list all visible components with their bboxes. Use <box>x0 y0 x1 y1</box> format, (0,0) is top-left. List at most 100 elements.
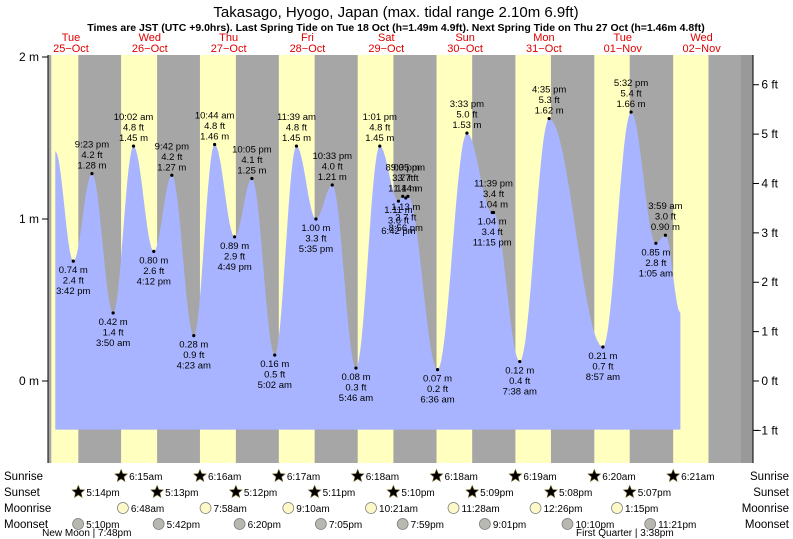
tide-point <box>547 116 551 121</box>
moonset-time-label: 7:59pm <box>411 520 444 531</box>
moonset-time-label: 11:21pm <box>658 520 696 531</box>
chart-subtitle: Times are JST (UTC +9.0hrs). Last Spring… <box>87 22 704 34</box>
moonset-moon-icon <box>479 518 491 530</box>
sunset-star-icon <box>622 484 637 498</box>
tide-label-group: 0.74 m2.4 ft3:42 pm9:23 pm4.2 ft1.28 m0.… <box>56 78 683 406</box>
day-name-label: Thu <box>219 32 238 44</box>
tide-point <box>233 235 237 239</box>
sunrise-star-icon <box>429 468 444 482</box>
tide-label: 5:02 am <box>258 380 292 391</box>
sunrise-time-label: 6:18am <box>445 472 478 483</box>
tide-point <box>654 241 658 245</box>
tide-label: 1.14 m <box>388 183 417 194</box>
moonset-time-label: 5:10pm <box>86 520 119 531</box>
moonset-moon-icon <box>152 518 165 530</box>
tide-point <box>330 183 334 187</box>
chart-title: Takasago, Hyogo, Japan (max. tidal range… <box>213 4 578 21</box>
tide-label: 6:42 pm <box>381 226 415 237</box>
tide-label: 0.42 m <box>99 317 128 328</box>
tide-label: 1.00 m <box>301 223 330 234</box>
tide-point <box>354 366 358 370</box>
astro-row-label-right: Sunset <box>753 487 790 499</box>
astro-row-label-left: Sunset <box>4 487 41 499</box>
tide-label: 8:56 pm <box>389 223 423 234</box>
sunrise-star-icon <box>350 468 365 482</box>
sunset-time-label: 5:12pm <box>244 488 277 499</box>
sunset-star-icon <box>544 484 558 498</box>
moonset-time-label: 9:01pm <box>493 520 526 531</box>
sunset-time-label: 5:13pm <box>165 488 198 499</box>
moonrise-time-label: 7:58am <box>214 504 247 515</box>
tide-label: 7:38 am <box>503 387 537 398</box>
moonset-moon-icon <box>315 518 327 530</box>
tide-label: 0.4 ft <box>509 376 530 387</box>
day-name-label: Tue <box>613 32 632 44</box>
tide-label: 3:50 am <box>96 338 130 349</box>
sunset-time-label: 5:08pm <box>559 488 592 499</box>
day-date-label: 29−Oct <box>368 43 404 55</box>
right-tick-label: 0 ft <box>761 374 778 388</box>
tide-label: 1.66 m <box>617 99 646 110</box>
sunrise-time-label: 6:15am <box>129 472 162 483</box>
tide-label: 4.8 ft <box>123 123 144 134</box>
tide-label: 1.04 m <box>479 200 508 211</box>
moonrise-moon-icon <box>611 502 623 514</box>
tide-point <box>518 359 522 364</box>
sunrise-time-label: 6:16am <box>208 472 241 483</box>
left-tick-label: 0 m <box>19 374 39 388</box>
night-band <box>708 55 741 463</box>
tide-point <box>601 345 605 349</box>
day-date-label: 01−Nov <box>604 43 643 55</box>
tide-label: 2.8 ft <box>645 258 666 269</box>
tide-label: 0.85 m <box>641 247 670 258</box>
tide-label: 1.62 m <box>535 106 564 117</box>
tide-point <box>90 172 94 176</box>
day-date-label: 31−Oct <box>526 43 562 55</box>
right-tick-label: 2 ft <box>761 275 778 289</box>
tide-label: 1.21 m <box>318 172 347 183</box>
tide-area-group <box>55 112 681 430</box>
tide-label: 0.5 ft <box>264 370 285 381</box>
tide-label: 3.3 ft <box>305 234 326 245</box>
moonrise-moon-icon <box>365 502 377 514</box>
sunrise-star-icon <box>666 468 681 482</box>
tide-label: 4:49 pm <box>217 262 251 273</box>
tide-label: 3.7 ft <box>395 212 416 223</box>
tide-point <box>465 131 469 135</box>
tide-label: 4:12 pm <box>137 276 171 287</box>
moonset-time-label: 5:42pm <box>167 520 200 531</box>
tide-point <box>213 142 217 147</box>
astro-row-label-right: Moonrise <box>742 503 789 515</box>
sunset-time-label: 5:10pm <box>401 488 434 499</box>
tide-label: 5:46 am <box>339 393 373 404</box>
right-tick-label: 5 ft <box>761 127 778 141</box>
tide-label: 3.0 ft <box>655 212 676 223</box>
astro-row-label-left: Moonset <box>4 519 49 531</box>
tide-label: 1.11 m <box>384 205 412 216</box>
moonset-moon-icon <box>72 518 84 530</box>
tide-point <box>111 311 115 315</box>
tide-label: 0.12 m <box>505 366 534 377</box>
tide-point <box>401 194 405 198</box>
tide-label: 0.74 m <box>59 265 88 276</box>
day-name-label: Wed <box>139 32 161 44</box>
day-date-label: 27−Oct <box>211 43 247 55</box>
moonrise-time-label: 1:15pm <box>625 504 658 515</box>
tide-label: 1:01 pm <box>363 112 397 123</box>
moon-phase-label: New Moon | 7:48pm <box>42 528 131 539</box>
tide-label: 4:23 am <box>177 361 211 372</box>
day-name-label: Tue <box>62 32 81 44</box>
tide-point <box>396 199 401 203</box>
tide-point <box>170 173 174 177</box>
tide-label: 11:39 am <box>277 112 316 123</box>
astro-row-label-right: Moonset <box>745 519 790 531</box>
tide-label: 4.0 ft <box>322 161 343 172</box>
day-name-label: Fri <box>301 32 314 44</box>
tide-area <box>55 112 681 430</box>
day-date-label: 25−Oct <box>53 43 89 55</box>
tide-label: 1.27 m <box>157 162 186 173</box>
sunrise-time-label: 6:17am <box>287 472 320 483</box>
moonset-moon-icon <box>396 518 409 530</box>
sunset-star-icon <box>71 484 86 498</box>
moonset-moon-icon <box>644 518 657 530</box>
